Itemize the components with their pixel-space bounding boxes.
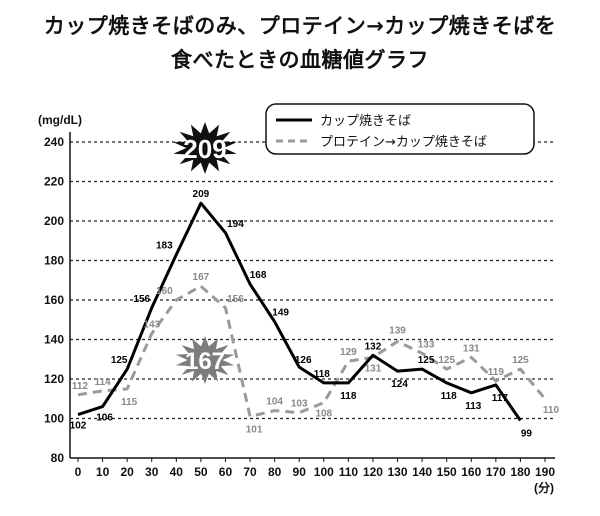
data-label-protein: 139 bbox=[389, 325, 406, 336]
x-axis-label: (分) bbox=[534, 480, 554, 495]
peak-label-209: 209 bbox=[183, 134, 226, 164]
data-label-cup-yakisoba: 168 bbox=[250, 270, 267, 281]
data-label-cup-yakisoba: 117 bbox=[492, 393, 509, 404]
x-tick-label: 150 bbox=[437, 465, 457, 479]
data-label-protein: 108 bbox=[315, 409, 332, 420]
data-label-cup-yakisoba: 118 bbox=[314, 369, 331, 380]
data-label-protein: 133 bbox=[418, 339, 435, 350]
x-tick-label: 170 bbox=[486, 465, 506, 479]
data-label-protein: 110 bbox=[543, 405, 560, 416]
y-tick-label: 200 bbox=[44, 214, 64, 228]
data-label-protein: 156 bbox=[227, 294, 244, 305]
data-label-protein: 114 bbox=[95, 377, 112, 388]
x-tick-label: 100 bbox=[314, 465, 334, 479]
x-tick-label: 140 bbox=[412, 465, 432, 479]
x-tick-label: 50 bbox=[194, 465, 208, 479]
data-label-cup-yakisoba: 106 bbox=[96, 413, 113, 424]
data-label-cup-yakisoba: 209 bbox=[193, 189, 210, 200]
data-label-cup-yakisoba: 99 bbox=[521, 428, 533, 439]
chart-title-line2: 食べたときの血糖値グラフ bbox=[171, 48, 429, 72]
y-tick-label: 240 bbox=[44, 135, 64, 149]
x-tick-label: 0 bbox=[75, 465, 82, 479]
peak-label-167: 167 bbox=[185, 348, 225, 375]
data-label-protein: 160 bbox=[156, 286, 173, 297]
data-label-cup-yakisoba: 125 bbox=[418, 355, 435, 366]
data-label-protein: 143 bbox=[143, 320, 160, 331]
x-tick-label: 120 bbox=[363, 465, 383, 479]
legend-label-protein: プロテイン→カップ焼きそば bbox=[320, 135, 487, 150]
data-label-cup-yakisoba: 149 bbox=[272, 308, 289, 319]
data-label-protein: 131 bbox=[463, 343, 480, 354]
data-label-cup-yakisoba: 132 bbox=[365, 341, 382, 352]
y-tick-label: 120 bbox=[44, 372, 64, 386]
data-label-cup-yakisoba: 125 bbox=[111, 355, 128, 366]
y-tick-label: 220 bbox=[44, 175, 64, 189]
x-tick-label: 20 bbox=[120, 465, 134, 479]
data-label-cup-yakisoba: 194 bbox=[227, 219, 244, 230]
x-tick-label: 80 bbox=[268, 465, 282, 479]
data-label-protein: 115 bbox=[121, 397, 138, 408]
data-label-protein: 131 bbox=[365, 363, 382, 374]
x-tick-label: 70 bbox=[243, 465, 257, 479]
chart-title-line1: カップ焼きそばのみ、プロテイン→カップ焼きそばを bbox=[43, 14, 557, 38]
data-label-cup-yakisoba: 124 bbox=[391, 379, 408, 390]
y-tick-label: 80 bbox=[51, 451, 65, 465]
x-tick-label: 40 bbox=[170, 465, 184, 479]
y-tick-label: 100 bbox=[44, 412, 64, 426]
legend-label-cup-yakisoba: カップ焼きそば bbox=[320, 114, 411, 129]
x-tick-label: 30 bbox=[145, 465, 159, 479]
data-label-cup-yakisoba: 102 bbox=[70, 421, 87, 432]
data-label-protein: 103 bbox=[291, 399, 308, 410]
data-label-cup-yakisoba: 113 bbox=[465, 401, 482, 412]
data-label-cup-yakisoba: 156 bbox=[133, 294, 150, 305]
data-label-cup-yakisoba: 126 bbox=[295, 355, 312, 366]
y-axis-label: (mg/dL) bbox=[38, 113, 82, 127]
x-tick-label: 190 bbox=[535, 465, 555, 479]
peak-burst-167 bbox=[175, 336, 235, 384]
data-label-protein: 167 bbox=[193, 272, 210, 283]
data-label-protein: 112 bbox=[72, 381, 89, 392]
data-label-protein: 129 bbox=[340, 347, 357, 358]
legend-box bbox=[265, 103, 535, 155]
data-label-protein: 125 bbox=[438, 355, 455, 366]
data-label-cup-yakisoba: 118 bbox=[441, 391, 458, 402]
data-label-protein: 125 bbox=[512, 355, 529, 366]
peak-burst-209 bbox=[173, 122, 237, 174]
x-tick-label: 180 bbox=[510, 465, 530, 479]
x-tick-label: 130 bbox=[388, 465, 408, 479]
data-label-protein: 104 bbox=[266, 397, 283, 408]
y-tick-label: 180 bbox=[44, 254, 64, 268]
series-cup-yakisoba-line bbox=[77, 201, 522, 422]
data-label-cup-yakisoba: 118 bbox=[340, 391, 357, 402]
data-label-protein: 101 bbox=[246, 425, 263, 436]
data-label-cup-yakisoba: 183 bbox=[156, 241, 173, 252]
x-tick-label: 160 bbox=[461, 465, 481, 479]
y-tick-label: 160 bbox=[44, 293, 64, 307]
y-tick-label: 140 bbox=[44, 333, 64, 347]
x-tick-label: 110 bbox=[339, 465, 359, 479]
x-tick-label: 90 bbox=[293, 465, 307, 479]
data-label-protein: 119 bbox=[488, 367, 505, 378]
x-tick-label: 10 bbox=[96, 465, 110, 479]
x-tick-label: 60 bbox=[219, 465, 233, 479]
